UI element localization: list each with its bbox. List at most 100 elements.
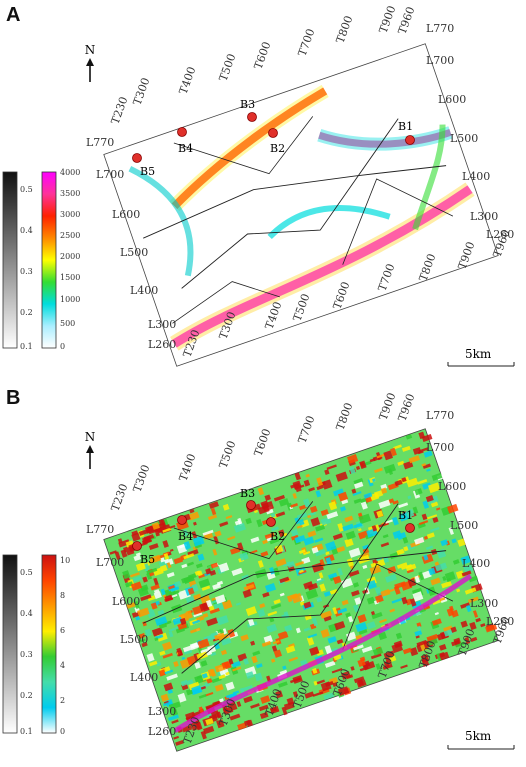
texture-patch bbox=[163, 553, 170, 560]
texture-patch bbox=[380, 487, 388, 494]
texture-patch bbox=[470, 636, 478, 642]
svg-text:L500: L500 bbox=[120, 633, 148, 646]
texture-patch bbox=[278, 529, 286, 538]
texture-patch bbox=[143, 563, 150, 572]
map-panel-b: N B1 B2 B3 B4 B5 T300 T400 T500 bbox=[2, 391, 515, 752]
texture-patch bbox=[421, 463, 427, 467]
texture-patch bbox=[225, 692, 236, 699]
texture-patch bbox=[189, 508, 195, 514]
texture-patch bbox=[134, 601, 140, 610]
texture-patch bbox=[431, 472, 443, 481]
well-b2[interactable]: B2 bbox=[268, 128, 286, 156]
texture-patch bbox=[418, 520, 429, 526]
texture-patch bbox=[435, 507, 441, 511]
texture-patch bbox=[262, 592, 270, 598]
texture-patch bbox=[337, 491, 349, 502]
attribute-features-a bbox=[128, 84, 475, 351]
texture-patch bbox=[168, 631, 174, 638]
texture-patch bbox=[243, 657, 250, 665]
texture-patch bbox=[122, 570, 131, 580]
svg-text:L260: L260 bbox=[486, 228, 514, 241]
texture-patch bbox=[135, 552, 141, 557]
texture-patch bbox=[441, 580, 452, 589]
texture-patch bbox=[269, 567, 275, 575]
texture-patch bbox=[422, 463, 431, 469]
texture-patch bbox=[450, 626, 457, 633]
well-label: B3 bbox=[240, 98, 255, 111]
texture-patch bbox=[315, 578, 325, 584]
colorbar-ticks: 10 8 6 4 2 0 bbox=[60, 556, 70, 736]
texture-patch bbox=[412, 610, 423, 617]
texture-patch bbox=[426, 468, 431, 472]
texture-patch bbox=[347, 454, 359, 464]
texture-patch bbox=[221, 661, 230, 669]
well-b2[interactable]: B2 bbox=[266, 517, 286, 544]
svg-text:L400: L400 bbox=[462, 557, 490, 570]
texture-patch bbox=[422, 500, 430, 509]
well-b5[interactable]: B5 bbox=[132, 541, 156, 567]
texture-patch bbox=[313, 680, 318, 686]
texture-patch bbox=[440, 539, 449, 547]
texture-patch bbox=[400, 664, 408, 669]
texture-patch bbox=[348, 569, 360, 577]
texture-patch bbox=[407, 495, 412, 500]
texture-patch bbox=[135, 615, 141, 621]
well-b4[interactable]: B4 bbox=[177, 515, 194, 544]
texture-patch bbox=[315, 490, 322, 498]
texture-patch bbox=[383, 463, 396, 474]
texture-patch bbox=[227, 535, 236, 541]
texture-patch bbox=[181, 563, 188, 569]
svg-text:4000: 4000 bbox=[60, 168, 80, 177]
texture-patch bbox=[159, 650, 166, 656]
texture-patch bbox=[443, 628, 454, 637]
texture-patch bbox=[229, 713, 241, 721]
texture-patch bbox=[344, 538, 354, 548]
texture-patch bbox=[461, 570, 472, 577]
well-b1[interactable]: B1 bbox=[398, 120, 415, 145]
grayscale-colorbar bbox=[2, 554, 18, 734]
texture-patch bbox=[401, 477, 407, 483]
texture-patch bbox=[225, 515, 233, 520]
texture-patch bbox=[250, 640, 256, 646]
texture-patch bbox=[243, 583, 255, 591]
texture-patch bbox=[168, 584, 175, 590]
texture-patch bbox=[332, 575, 342, 585]
texture-patch bbox=[146, 608, 156, 619]
texture-patch bbox=[281, 706, 288, 716]
svg-text:0: 0 bbox=[60, 727, 65, 736]
well-b5[interactable]: B5 bbox=[132, 153, 156, 179]
well-b3[interactable]: B3 bbox=[240, 98, 257, 122]
texture-patch bbox=[150, 602, 158, 610]
well-b4[interactable]: B4 bbox=[177, 127, 194, 156]
texture-patch bbox=[403, 546, 409, 552]
texture-patch bbox=[296, 524, 303, 529]
texture-patch bbox=[346, 674, 354, 680]
grayscale-colorbar bbox=[2, 171, 18, 349]
texture-patch bbox=[194, 570, 201, 576]
texture-patch bbox=[214, 530, 222, 538]
well-b1[interactable]: B1 bbox=[398, 509, 415, 533]
well-b3[interactable]: B3 bbox=[240, 487, 256, 510]
texture-patch bbox=[373, 490, 384, 498]
texture-patch bbox=[409, 647, 419, 657]
texture-patch bbox=[355, 465, 361, 471]
texture-patch bbox=[166, 572, 175, 578]
texture-patch bbox=[137, 586, 149, 597]
texture-patch bbox=[421, 570, 432, 580]
texture-patch bbox=[117, 538, 123, 544]
texture-patch bbox=[163, 682, 174, 692]
texture-patch bbox=[310, 517, 321, 527]
texture-patch bbox=[172, 616, 183, 625]
texture-patch bbox=[309, 505, 318, 514]
texture-patch bbox=[333, 488, 345, 497]
texture-patch bbox=[389, 655, 397, 663]
svg-text:0.5: 0.5 bbox=[20, 568, 33, 577]
texture-patch bbox=[185, 610, 193, 620]
texture-patch bbox=[261, 640, 272, 648]
panel-a: A N bbox=[0, 0, 526, 380]
texture-patch bbox=[298, 569, 304, 574]
texture-patch bbox=[370, 611, 376, 616]
texture-patch bbox=[372, 478, 376, 483]
texture-patch bbox=[235, 602, 242, 606]
texture-patch bbox=[448, 527, 454, 535]
